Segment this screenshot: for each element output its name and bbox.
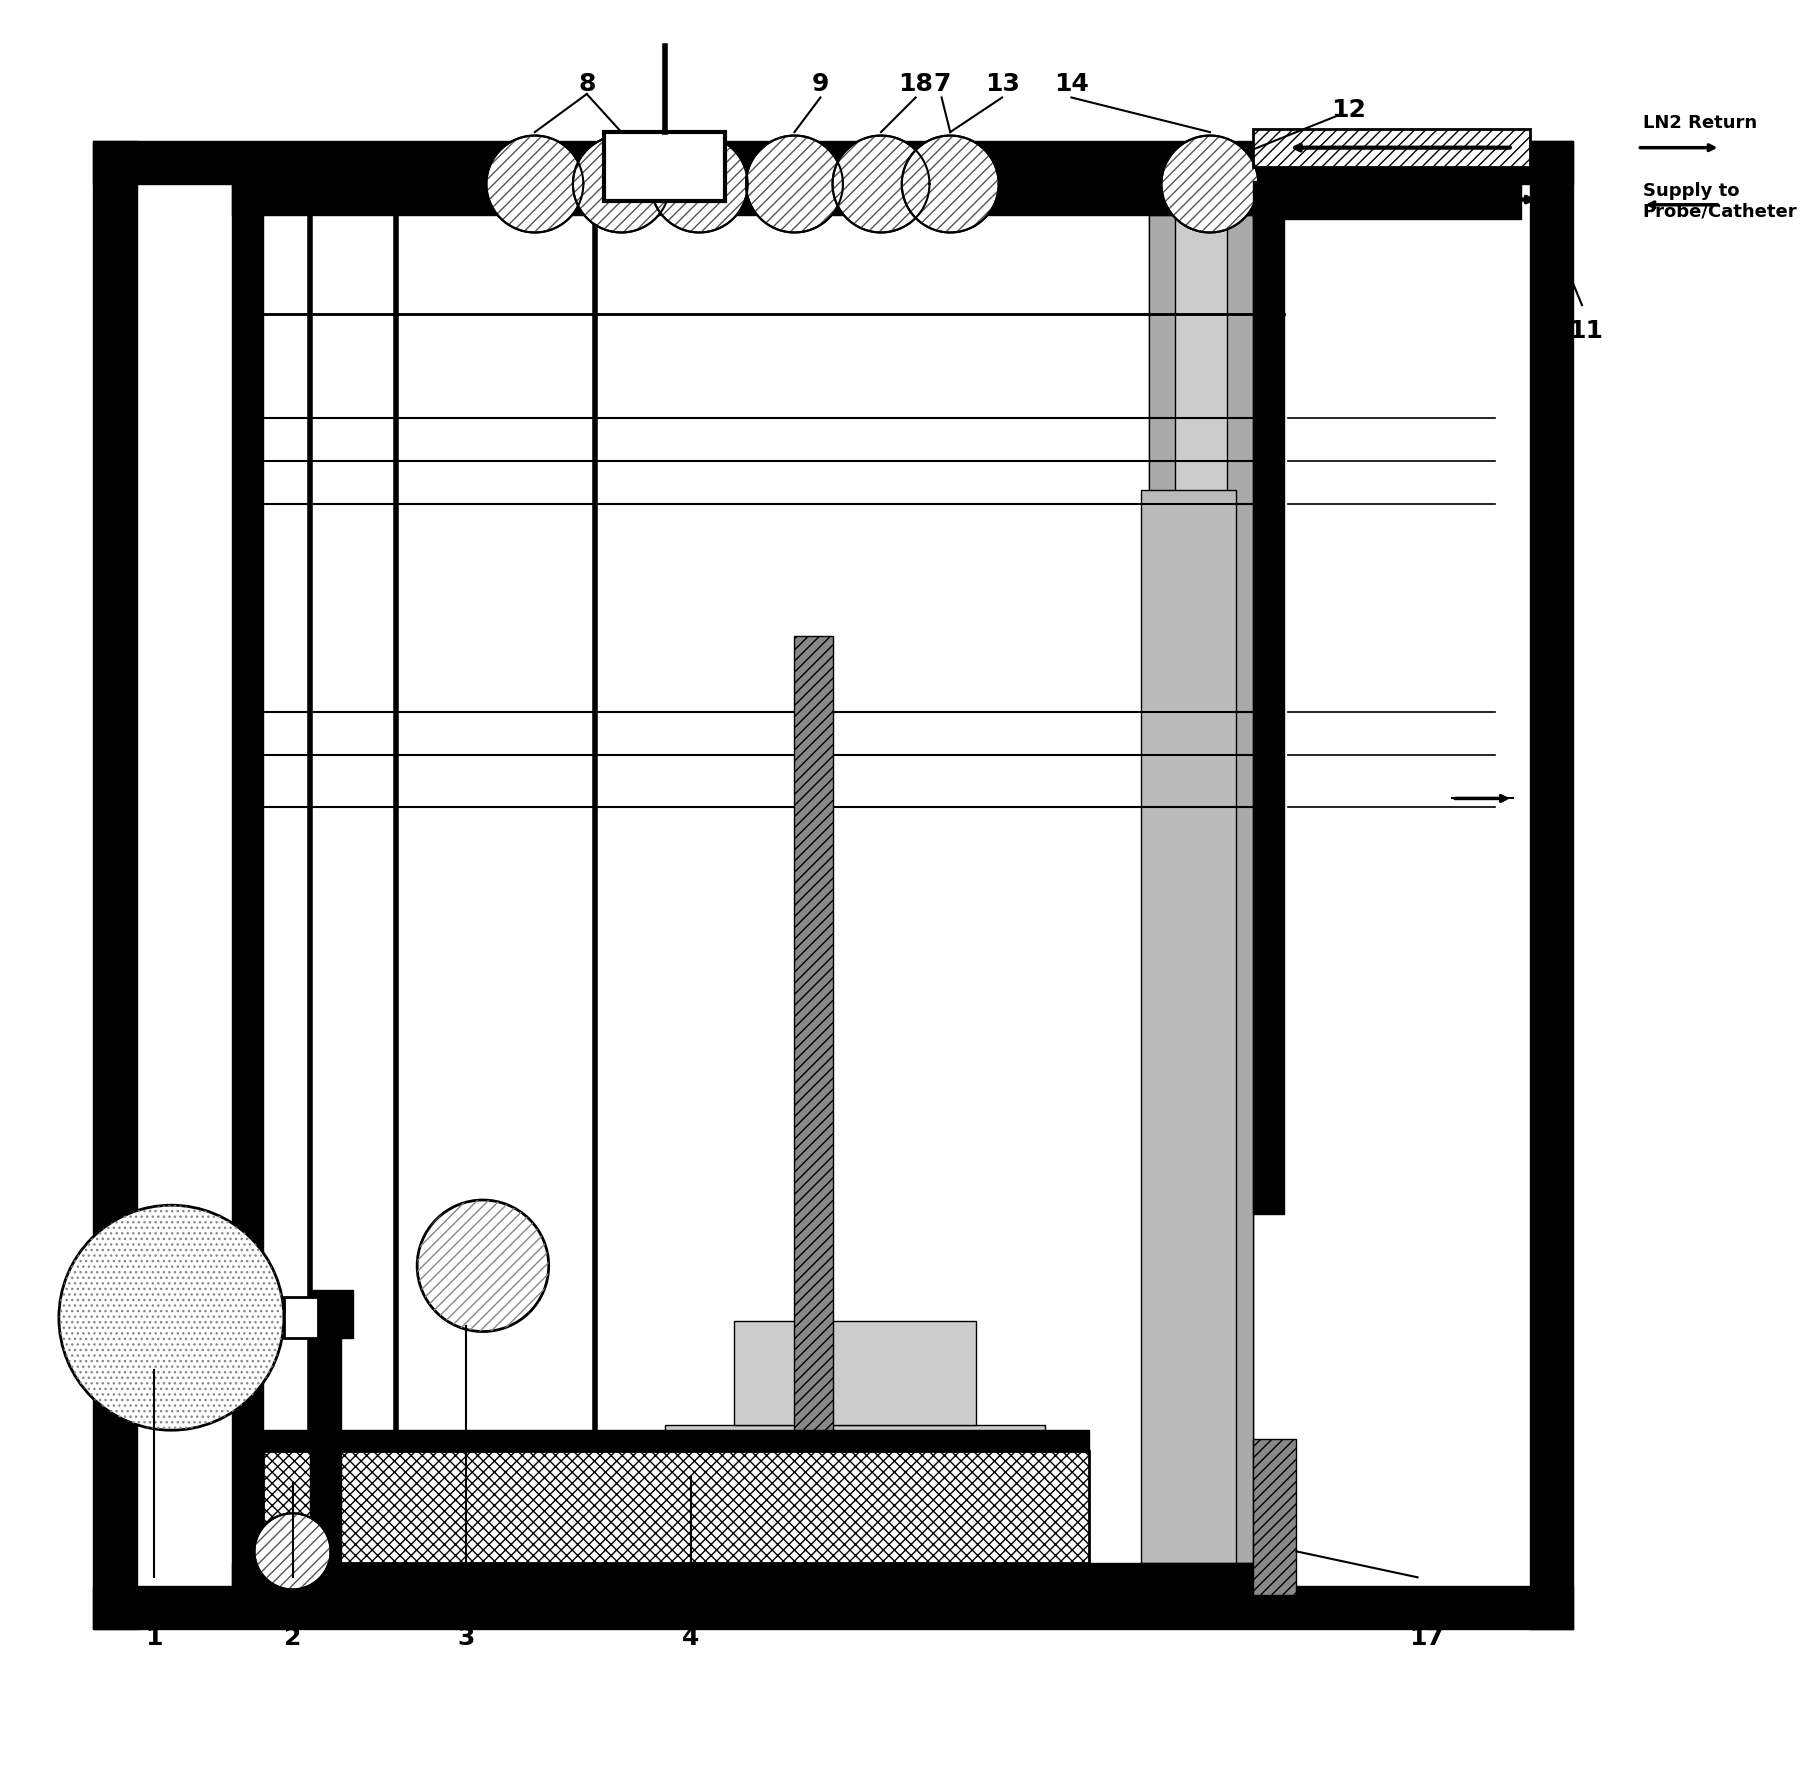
Text: 7: 7: [933, 71, 949, 96]
Circle shape: [60, 1205, 283, 1430]
Bar: [1253, 1439, 1296, 1595]
Text: 26: 26: [1532, 873, 1567, 897]
Circle shape: [417, 1200, 549, 1331]
Text: 2: 2: [283, 1627, 301, 1650]
Text: 14: 14: [1054, 71, 1088, 96]
Text: 3: 3: [457, 1627, 475, 1650]
Text: 1: 1: [144, 1627, 162, 1650]
Bar: [1226, 216, 1253, 1563]
Bar: [231, 1563, 1253, 1595]
Text: 18: 18: [897, 71, 933, 96]
Text: 13: 13: [984, 71, 1020, 96]
Polygon shape: [901, 136, 998, 232]
Bar: [231, 184, 1283, 216]
Polygon shape: [572, 136, 670, 232]
Text: 12: 12: [1330, 97, 1365, 122]
Bar: [1253, 184, 1283, 1214]
Bar: [1253, 129, 1529, 166]
Bar: [1141, 490, 1235, 1563]
Bar: [94, 142, 1572, 184]
Bar: [1148, 216, 1253, 1563]
Polygon shape: [255, 1513, 330, 1589]
Text: Supply to
Probe/Catheter: Supply to Probe/Catheter: [1643, 182, 1796, 221]
Text: 11: 11: [1567, 319, 1603, 343]
Polygon shape: [486, 136, 583, 232]
Bar: [231, 184, 264, 1595]
Text: 17: 17: [1408, 1627, 1442, 1650]
Bar: [264, 1451, 1088, 1563]
Bar: [94, 142, 137, 1628]
Text: 5: 5: [1541, 1011, 1560, 1035]
Polygon shape: [1161, 136, 1258, 232]
Text: 19: 19: [1532, 1129, 1567, 1154]
Bar: [264, 1430, 1088, 1451]
Text: 8: 8: [578, 71, 596, 96]
Bar: [1253, 181, 1520, 219]
Bar: [310, 1317, 341, 1595]
Bar: [733, 1320, 977, 1425]
Bar: [664, 1425, 1045, 1563]
Bar: [94, 1586, 1572, 1628]
Text: 16: 16: [1532, 1055, 1567, 1078]
Polygon shape: [745, 136, 843, 232]
Bar: [794, 635, 832, 1501]
Text: 6: 6: [1541, 1089, 1560, 1113]
Bar: [283, 1297, 318, 1338]
Text: 15: 15: [1532, 968, 1567, 993]
Polygon shape: [832, 136, 930, 232]
Text: 10: 10: [1532, 795, 1567, 820]
Text: 9: 9: [810, 71, 828, 96]
Text: 4: 4: [682, 1627, 699, 1650]
Bar: [603, 133, 726, 202]
Bar: [1529, 142, 1572, 1628]
Text: LN2 Return: LN2 Return: [1643, 115, 1756, 133]
Polygon shape: [650, 136, 747, 232]
Bar: [1148, 216, 1175, 1563]
Bar: [310, 1290, 354, 1338]
